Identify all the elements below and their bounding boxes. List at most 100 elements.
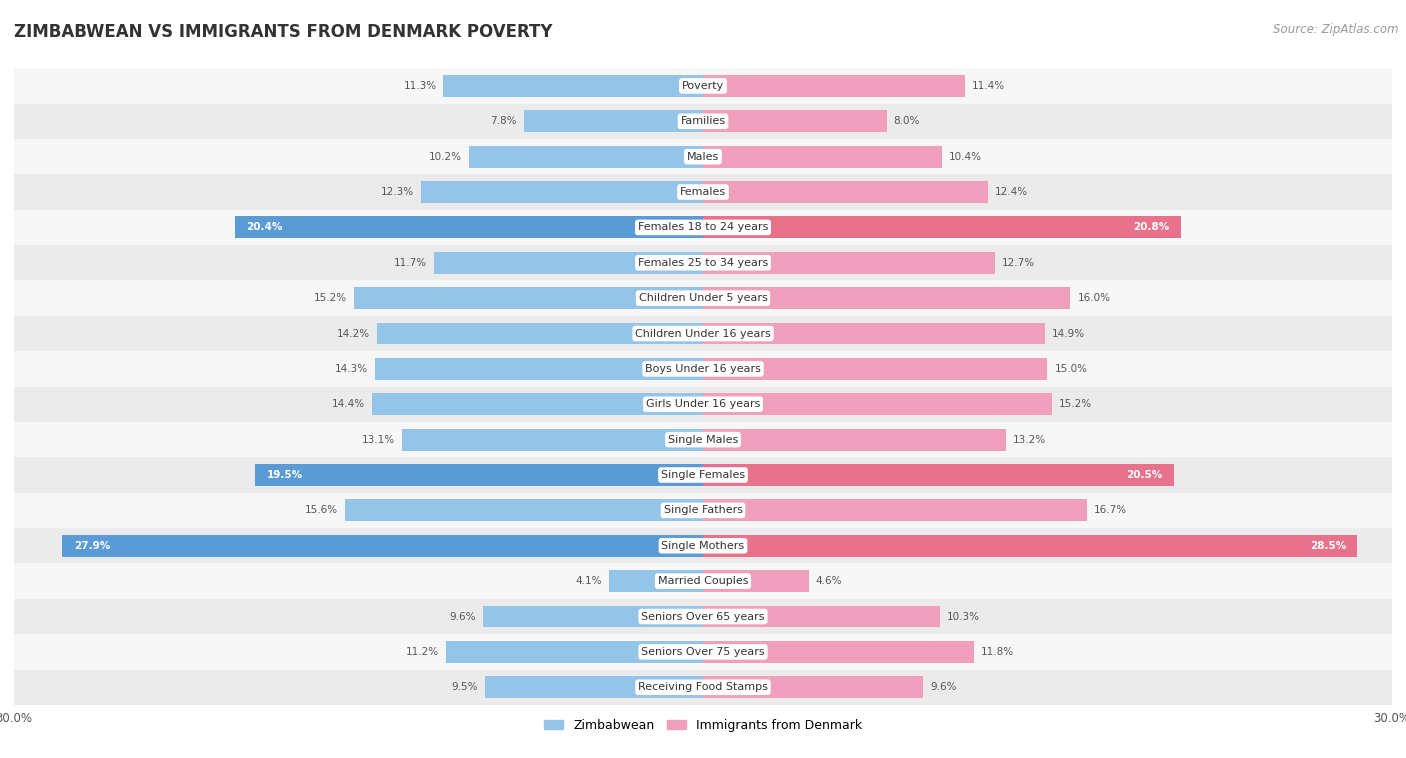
Text: 10.3%: 10.3% bbox=[946, 612, 980, 622]
Bar bbox=[62, 535, 703, 556]
Text: Females 18 to 24 years: Females 18 to 24 years bbox=[638, 222, 768, 233]
Bar bbox=[434, 252, 703, 274]
Text: 27.9%: 27.9% bbox=[73, 540, 110, 551]
Bar bbox=[377, 323, 703, 344]
Text: 10.2%: 10.2% bbox=[429, 152, 461, 161]
Bar bbox=[703, 676, 924, 698]
Text: 13.1%: 13.1% bbox=[363, 434, 395, 445]
Text: 9.5%: 9.5% bbox=[451, 682, 478, 692]
Bar bbox=[468, 146, 703, 168]
Text: Poverty: Poverty bbox=[682, 81, 724, 91]
Text: 4.1%: 4.1% bbox=[575, 576, 602, 586]
Bar bbox=[703, 358, 1047, 380]
Text: 16.7%: 16.7% bbox=[1094, 506, 1126, 515]
Bar bbox=[14, 387, 1392, 422]
Bar bbox=[14, 599, 1392, 634]
Bar bbox=[420, 181, 703, 203]
Bar bbox=[14, 493, 1392, 528]
Bar bbox=[14, 245, 1392, 280]
Bar bbox=[354, 287, 703, 309]
Text: 11.8%: 11.8% bbox=[981, 647, 1014, 657]
Text: 14.3%: 14.3% bbox=[335, 364, 368, 374]
Text: Boys Under 16 years: Boys Under 16 years bbox=[645, 364, 761, 374]
Bar bbox=[14, 528, 1392, 563]
Text: Females 25 to 34 years: Females 25 to 34 years bbox=[638, 258, 768, 268]
Bar bbox=[703, 570, 808, 592]
Text: 11.3%: 11.3% bbox=[404, 81, 437, 91]
Text: 14.4%: 14.4% bbox=[332, 399, 366, 409]
Text: Single Females: Single Females bbox=[661, 470, 745, 480]
Text: Males: Males bbox=[688, 152, 718, 161]
Bar bbox=[485, 676, 703, 698]
Text: Single Fathers: Single Fathers bbox=[664, 506, 742, 515]
Bar bbox=[14, 563, 1392, 599]
Text: 7.8%: 7.8% bbox=[491, 116, 517, 127]
Text: Source: ZipAtlas.com: Source: ZipAtlas.com bbox=[1274, 23, 1399, 36]
Text: 14.2%: 14.2% bbox=[337, 328, 370, 339]
Bar bbox=[703, 252, 994, 274]
Text: Single Males: Single Males bbox=[668, 434, 738, 445]
Text: 12.4%: 12.4% bbox=[994, 187, 1028, 197]
Text: 11.7%: 11.7% bbox=[394, 258, 427, 268]
Text: 11.4%: 11.4% bbox=[972, 81, 1005, 91]
Text: 20.5%: 20.5% bbox=[1126, 470, 1163, 480]
Text: 15.0%: 15.0% bbox=[1054, 364, 1087, 374]
Text: 14.9%: 14.9% bbox=[1052, 328, 1085, 339]
Text: 15.2%: 15.2% bbox=[1059, 399, 1092, 409]
Text: Seniors Over 65 years: Seniors Over 65 years bbox=[641, 612, 765, 622]
Text: Single Mothers: Single Mothers bbox=[661, 540, 745, 551]
Bar bbox=[703, 181, 988, 203]
Text: ZIMBABWEAN VS IMMIGRANTS FROM DENMARK POVERTY: ZIMBABWEAN VS IMMIGRANTS FROM DENMARK PO… bbox=[14, 23, 553, 41]
Text: Married Couples: Married Couples bbox=[658, 576, 748, 586]
Bar bbox=[482, 606, 703, 628]
Bar bbox=[609, 570, 703, 592]
Bar bbox=[373, 393, 703, 415]
Bar bbox=[14, 634, 1392, 669]
Bar bbox=[402, 429, 703, 450]
Text: Girls Under 16 years: Girls Under 16 years bbox=[645, 399, 761, 409]
Text: 12.7%: 12.7% bbox=[1001, 258, 1035, 268]
Bar bbox=[256, 464, 703, 486]
Bar bbox=[446, 641, 703, 662]
Bar bbox=[14, 351, 1392, 387]
Bar bbox=[14, 68, 1392, 104]
Text: 20.4%: 20.4% bbox=[246, 222, 283, 233]
Bar bbox=[703, 323, 1045, 344]
Text: 16.0%: 16.0% bbox=[1077, 293, 1111, 303]
Text: 4.6%: 4.6% bbox=[815, 576, 842, 586]
Text: 12.3%: 12.3% bbox=[381, 187, 413, 197]
Text: 19.5%: 19.5% bbox=[267, 470, 302, 480]
Bar bbox=[703, 393, 1052, 415]
Bar bbox=[14, 174, 1392, 210]
Bar bbox=[703, 217, 1181, 238]
Bar bbox=[703, 606, 939, 628]
Text: Females: Females bbox=[681, 187, 725, 197]
Text: 15.6%: 15.6% bbox=[305, 506, 337, 515]
Text: 20.8%: 20.8% bbox=[1133, 222, 1170, 233]
Text: 15.2%: 15.2% bbox=[314, 293, 347, 303]
Text: 10.4%: 10.4% bbox=[949, 152, 981, 161]
Bar bbox=[344, 500, 703, 522]
Text: 13.2%: 13.2% bbox=[1012, 434, 1046, 445]
Bar bbox=[235, 217, 703, 238]
Text: 9.6%: 9.6% bbox=[931, 682, 957, 692]
Bar bbox=[443, 75, 703, 97]
Text: Children Under 5 years: Children Under 5 years bbox=[638, 293, 768, 303]
Text: Receiving Food Stamps: Receiving Food Stamps bbox=[638, 682, 768, 692]
Bar bbox=[703, 464, 1174, 486]
Text: 9.6%: 9.6% bbox=[449, 612, 475, 622]
Bar bbox=[14, 669, 1392, 705]
Text: 28.5%: 28.5% bbox=[1310, 540, 1346, 551]
Bar bbox=[374, 358, 703, 380]
Bar bbox=[14, 457, 1392, 493]
Bar bbox=[14, 104, 1392, 139]
Bar bbox=[703, 146, 942, 168]
Bar bbox=[14, 210, 1392, 245]
Text: Families: Families bbox=[681, 116, 725, 127]
Bar bbox=[524, 111, 703, 132]
Bar bbox=[14, 139, 1392, 174]
Bar bbox=[703, 429, 1007, 450]
Text: 11.2%: 11.2% bbox=[406, 647, 439, 657]
Bar bbox=[703, 500, 1087, 522]
Text: 8.0%: 8.0% bbox=[894, 116, 920, 127]
